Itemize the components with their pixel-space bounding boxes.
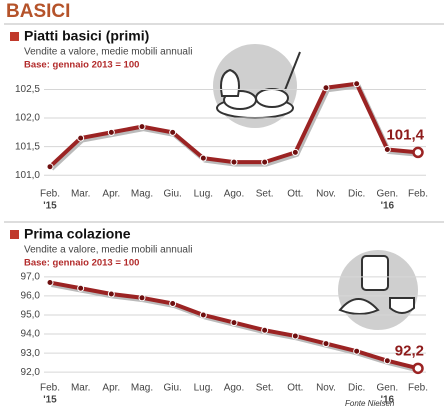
chart-subtitle: Vendite a valore, medie mobili annuali [24, 245, 192, 256]
data-point [46, 279, 54, 287]
y-tick-label: 102,5 [15, 84, 40, 95]
x-tick-label: Feb. [408, 383, 428, 394]
x-tick-label: Ott. [287, 189, 303, 200]
data-point [291, 148, 299, 156]
value-label: 101,4 [386, 126, 424, 143]
y-tick-label: 101,5 [15, 141, 40, 152]
x-tick-label: Gen. [376, 383, 398, 394]
data-point [322, 340, 330, 348]
x-year-label: '15 [43, 201, 57, 212]
x-tick-label: Feb. [40, 383, 60, 394]
x-tick-label: Giu. [163, 383, 181, 394]
x-tick-label: Dic. [348, 189, 365, 200]
x-tick-label: Ago. [224, 189, 245, 200]
x-tick-label: Set. [256, 189, 274, 200]
y-tick-label: 96,0 [21, 291, 41, 302]
y-tick-label: 93,0 [21, 348, 41, 359]
data-point [261, 158, 269, 166]
data-point [199, 311, 207, 319]
chart-subtitle: Vendite a valore, medie mobili annuali [24, 47, 192, 58]
x-tick-label: Lug. [194, 189, 213, 200]
data-point [46, 163, 54, 171]
data-point [261, 326, 269, 334]
data-point [230, 319, 238, 327]
y-tick-label: 94,0 [21, 329, 41, 340]
data-point [353, 80, 361, 88]
x-tick-label: Mar. [71, 383, 90, 394]
chart-note: Base: gennaio 2013 = 100 [24, 60, 139, 71]
chart-title: Prima colazione [24, 226, 131, 242]
y-tick-label: 95,0 [21, 310, 41, 321]
x-year-label: '15 [43, 395, 57, 406]
data-point [107, 128, 115, 136]
x-tick-label: Apr. [102, 383, 120, 394]
y-tick-label: 92,0 [21, 367, 41, 378]
x-tick-label: Dic. [348, 383, 365, 394]
data-point [383, 357, 391, 365]
x-tick-label: Mag. [131, 189, 153, 200]
chart-title: Piatti basici (primi) [24, 28, 149, 44]
chart-note: Base: gennaio 2013 = 100 [24, 258, 139, 269]
y-tick-label: 101,0 [15, 170, 40, 181]
x-tick-label: Set. [256, 383, 274, 394]
data-point [169, 128, 177, 136]
data-point [138, 294, 146, 302]
data-point [199, 154, 207, 162]
title-bullet [10, 230, 19, 239]
x-tick-label: Nov. [316, 189, 336, 200]
x-tick-label: Giu. [163, 189, 181, 200]
x-tick-label: Nov. [316, 383, 336, 394]
data-point [77, 284, 85, 292]
data-point [107, 290, 115, 298]
food-icon [213, 44, 301, 128]
data-point [77, 134, 85, 142]
data-point [138, 123, 146, 131]
data-point [353, 347, 361, 355]
x-tick-label: Mar. [71, 189, 90, 200]
x-tick-label: Lug. [194, 383, 213, 394]
data-point [383, 146, 391, 154]
title-bullet [10, 32, 19, 41]
y-tick-label: 97,0 [21, 271, 41, 282]
x-tick-label: Apr. [102, 189, 120, 200]
x-tick-label: Feb. [408, 189, 428, 200]
data-point [412, 362, 424, 375]
source: Fonte Nielsen [345, 399, 395, 408]
data-point [230, 158, 238, 166]
x-year-label: '16 [381, 395, 395, 406]
data-point [169, 300, 177, 308]
x-tick-label: Ott. [287, 383, 303, 394]
x-year-label: '16 [381, 201, 395, 212]
x-tick-label: Feb. [40, 189, 60, 200]
x-tick-label: Mag. [131, 383, 153, 394]
data-point [412, 146, 424, 159]
data-point [291, 332, 299, 340]
x-tick-label: Ago. [224, 383, 245, 394]
y-tick-label: 102,0 [15, 113, 40, 124]
value-label: 92,2 [395, 342, 424, 359]
page-title: BASICI [6, 1, 70, 22]
data-point [322, 84, 330, 92]
x-tick-label: Gen. [376, 189, 398, 200]
breakfast-icon [338, 250, 418, 330]
